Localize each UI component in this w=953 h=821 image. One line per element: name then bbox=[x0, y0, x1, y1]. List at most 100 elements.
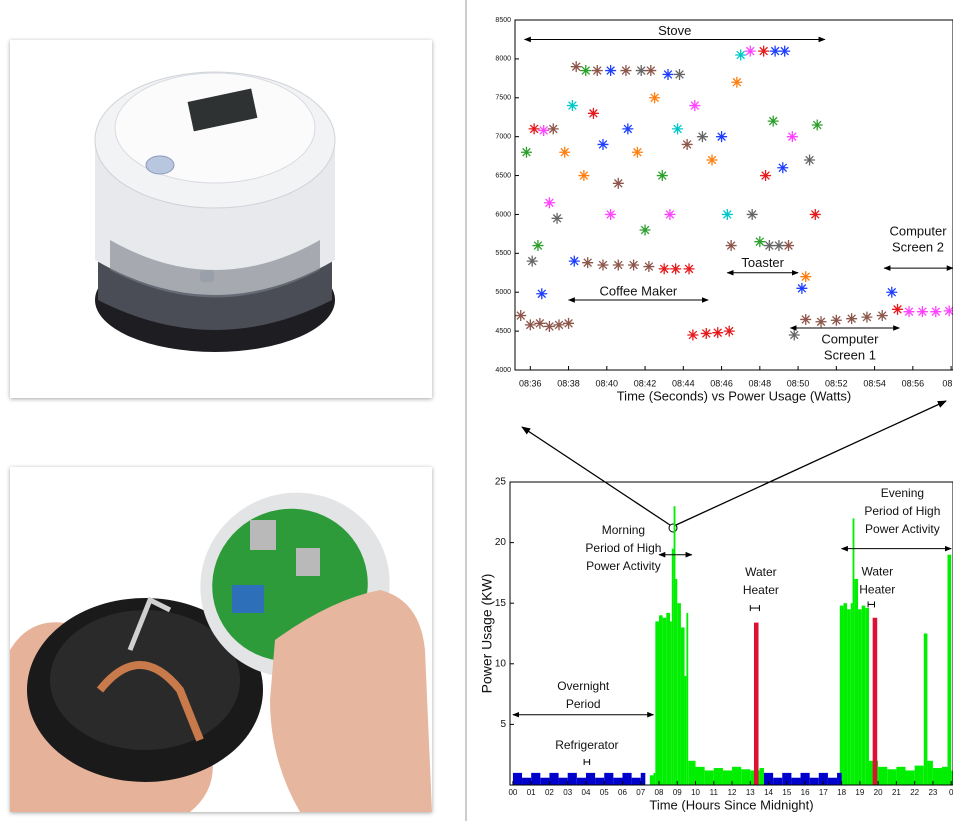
y-tick-label: 7500 bbox=[495, 95, 511, 102]
bar bbox=[847, 609, 851, 785]
x-tick-label: 08 bbox=[655, 788, 664, 797]
annotation-text: Computer bbox=[889, 224, 947, 239]
point bbox=[532, 240, 543, 251]
annotation-text: Period bbox=[566, 697, 601, 711]
bar bbox=[622, 773, 631, 785]
bar bbox=[873, 618, 878, 785]
annotation-text: Period of High bbox=[864, 504, 940, 518]
point bbox=[571, 61, 582, 72]
point bbox=[716, 131, 727, 142]
bar bbox=[540, 778, 549, 785]
point bbox=[789, 330, 800, 341]
bar bbox=[723, 770, 732, 785]
x-tick-label: 07 bbox=[636, 788, 645, 797]
point bbox=[773, 240, 784, 251]
bar bbox=[915, 766, 924, 785]
y-tick-label: 15 bbox=[495, 598, 507, 609]
annotation-text: Screen 2 bbox=[892, 240, 944, 255]
y-tick-label: 6500 bbox=[495, 172, 511, 179]
point bbox=[758, 46, 769, 57]
bar bbox=[632, 778, 641, 785]
annotation-text: Heater bbox=[859, 583, 895, 597]
point bbox=[657, 170, 668, 181]
annotation-text: Overnight bbox=[557, 679, 610, 693]
bar bbox=[586, 773, 595, 785]
bar bbox=[522, 778, 531, 785]
point bbox=[724, 326, 735, 337]
x-axis-label: Time (Seconds) vs Power Usage (Watts) bbox=[617, 388, 852, 403]
point bbox=[735, 50, 746, 61]
point bbox=[800, 271, 811, 282]
bar bbox=[685, 676, 687, 785]
point bbox=[645, 65, 656, 76]
point bbox=[892, 304, 903, 315]
bar bbox=[854, 579, 858, 785]
plot-frame bbox=[515, 20, 953, 370]
bar bbox=[773, 778, 782, 785]
bar bbox=[568, 773, 577, 785]
point bbox=[580, 65, 591, 76]
bar bbox=[686, 613, 688, 785]
point bbox=[613, 260, 624, 271]
x-tick-label: 23 bbox=[928, 788, 937, 797]
point bbox=[810, 209, 821, 220]
y-tick-label: 25 bbox=[495, 477, 507, 488]
point bbox=[544, 321, 555, 332]
bar bbox=[655, 621, 659, 785]
point bbox=[664, 209, 675, 220]
point bbox=[605, 65, 616, 76]
x-tick-label: 20 bbox=[874, 788, 883, 797]
point bbox=[768, 116, 779, 127]
bar bbox=[663, 618, 667, 785]
x-tick-label: 08:52 bbox=[825, 378, 848, 388]
point bbox=[643, 261, 654, 272]
bar bbox=[741, 769, 750, 785]
point bbox=[544, 197, 555, 208]
x-tick-label: 09 bbox=[673, 788, 682, 797]
x-tick-label: 22 bbox=[910, 788, 919, 797]
point bbox=[800, 314, 811, 325]
y-tick-label: 7000 bbox=[495, 134, 511, 141]
point bbox=[944, 305, 953, 316]
bar bbox=[674, 506, 676, 785]
bar bbox=[906, 770, 915, 785]
x-tick-label: 01 bbox=[527, 788, 536, 797]
x-tick-label: 00 bbox=[508, 788, 517, 797]
point bbox=[515, 310, 526, 321]
point bbox=[569, 256, 580, 267]
x-tick-label: 08:40 bbox=[596, 378, 619, 388]
point bbox=[588, 108, 599, 119]
point bbox=[783, 240, 794, 251]
annotation-text: Coffee Maker bbox=[599, 283, 677, 298]
bar bbox=[754, 623, 759, 785]
point bbox=[904, 306, 915, 317]
point bbox=[796, 283, 807, 294]
bar bbox=[595, 778, 604, 785]
bar bbox=[840, 606, 844, 785]
x-tick-label: 12 bbox=[728, 788, 737, 797]
x-tick-label: 08:48 bbox=[749, 378, 772, 388]
point bbox=[672, 123, 683, 134]
y-tick-label: 4500 bbox=[495, 328, 511, 335]
bar bbox=[948, 555, 952, 785]
point bbox=[640, 225, 651, 236]
annotation-text: Evening bbox=[881, 486, 924, 500]
bar bbox=[878, 767, 887, 785]
point bbox=[536, 288, 547, 299]
point bbox=[529, 123, 540, 134]
annotation-text: Water bbox=[862, 565, 894, 579]
point bbox=[754, 236, 765, 247]
x-tick-label: 21 bbox=[892, 788, 901, 797]
y-tick-label: 6000 bbox=[495, 211, 511, 218]
point bbox=[760, 170, 771, 181]
x-tick-label: 13 bbox=[746, 788, 755, 797]
point bbox=[682, 139, 693, 150]
x-tick-label: 08:36 bbox=[519, 378, 542, 388]
bar bbox=[851, 603, 853, 785]
y-axis-label: Power Usage (KW) bbox=[479, 574, 495, 694]
point bbox=[521, 147, 532, 158]
x-tick-label: 18 bbox=[837, 788, 846, 797]
point bbox=[770, 46, 781, 57]
point bbox=[917, 306, 928, 317]
